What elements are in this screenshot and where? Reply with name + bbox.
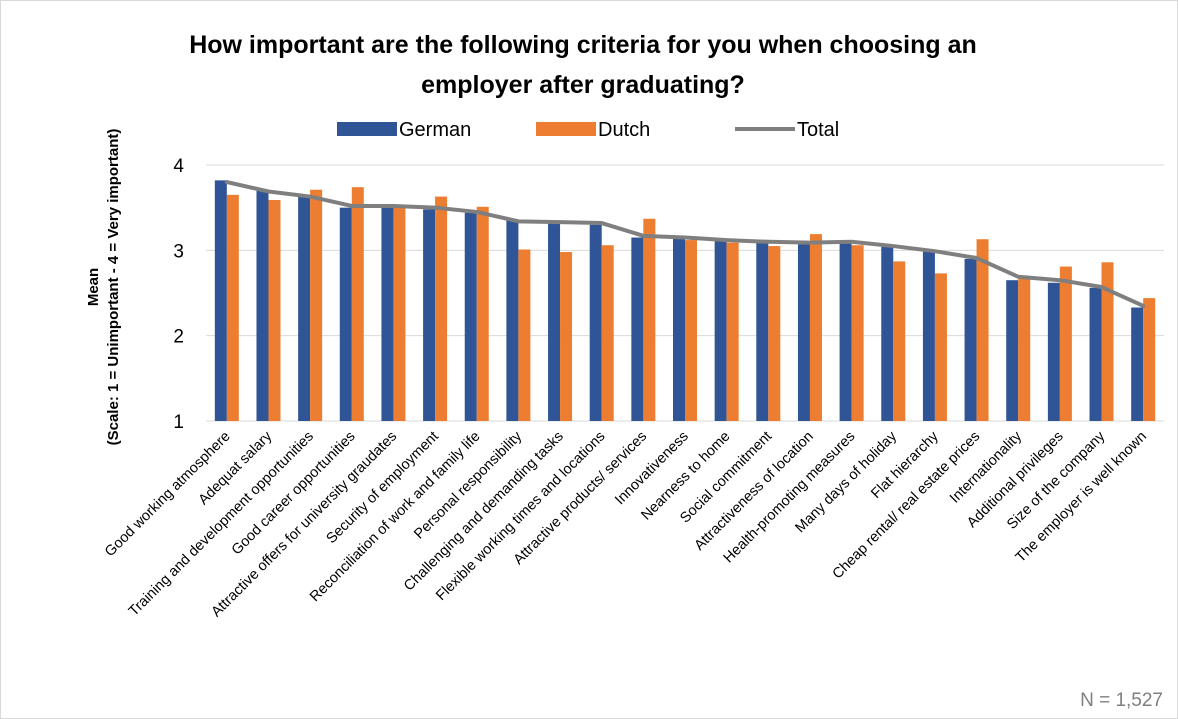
y-axis-title-line1: Mean	[85, 268, 102, 306]
chart-title-line1: How important are the following criteria…	[189, 31, 977, 59]
bar-dutch	[476, 206, 489, 421]
bar-german	[464, 212, 477, 421]
bar-dutch	[934, 273, 947, 421]
bar-german	[673, 237, 685, 421]
bar-german	[1047, 282, 1060, 421]
bar-german	[214, 180, 227, 421]
legend-swatch-dutch	[536, 122, 596, 136]
bar-dutch	[518, 249, 531, 421]
y-axis-ticks: 1 2 3 4	[173, 156, 184, 433]
bar-dutch	[268, 199, 281, 421]
bar-german	[756, 241, 769, 421]
bar-dutch	[726, 242, 739, 421]
bar-dutch	[685, 240, 697, 421]
bar-german	[631, 237, 644, 421]
bar-dutch	[768, 246, 781, 421]
legend-item-total: Total	[735, 119, 839, 141]
x-category-label: Internationality	[947, 428, 1026, 507]
bar-dutch	[976, 239, 989, 421]
bar-german	[922, 250, 935, 421]
total-line	[224, 180, 1146, 308]
legend: German Dutch Total	[337, 119, 839, 141]
bar-german	[548, 220, 561, 421]
bar-german	[714, 240, 727, 421]
bar-german	[1089, 287, 1102, 421]
chart-title-line2: employer after graduating?	[421, 71, 745, 99]
bar-dutch	[1143, 298, 1156, 421]
y-tick-label: 4	[173, 156, 184, 177]
bar-german	[797, 244, 810, 421]
x-category-label: Training and development opportunities	[126, 429, 317, 620]
bar-dutch	[560, 252, 573, 421]
bar-german	[881, 246, 894, 421]
bar-german	[1006, 280, 1019, 421]
bar-dutch	[601, 245, 614, 421]
y-tick-label: 3	[173, 241, 184, 262]
line-total	[224, 180, 1146, 308]
sample-size-note: N = 1,527	[1080, 690, 1163, 711]
bar-german	[298, 196, 311, 421]
bars	[214, 180, 1156, 421]
bar-dutch	[1059, 266, 1072, 421]
x-category-label: Innovativeness	[612, 429, 692, 509]
legend-item-german: German	[337, 119, 471, 141]
y-axis-title-line2: (Scale: 1 = Unimportant - 4 = Very impor…	[105, 129, 122, 446]
legend-label-total: Total	[797, 119, 839, 141]
bar-dutch	[435, 196, 448, 421]
legend-item-dutch: Dutch	[536, 119, 650, 141]
bar-dutch	[809, 234, 822, 421]
bar-dutch	[1018, 276, 1031, 421]
bar-german	[339, 207, 352, 421]
bar-dutch	[226, 194, 239, 421]
bar-dutch	[643, 218, 656, 421]
bar-german	[839, 240, 852, 421]
bar-dutch	[351, 187, 364, 421]
x-category-label: Adequat salary	[196, 428, 276, 508]
bar-dutch	[310, 189, 323, 421]
legend-label-german: German	[399, 119, 471, 141]
bar-german	[589, 224, 602, 421]
bar-dutch	[893, 261, 906, 421]
y-tick-label: 2	[173, 327, 184, 348]
y-axis-title: Mean (Scale: 1 = Unimportant - 4 = Very …	[85, 129, 122, 446]
bar-dutch	[851, 245, 864, 421]
bar-dutch	[1101, 262, 1114, 421]
bar-german	[506, 220, 519, 421]
bar-german	[381, 205, 394, 421]
legend-swatch-german	[337, 122, 397, 136]
bar-german	[256, 190, 269, 421]
bar-german	[964, 258, 977, 421]
bar-dutch	[393, 206, 406, 421]
bar-german	[423, 209, 436, 421]
y-tick-label: 1	[173, 412, 184, 433]
legend-label-dutch: Dutch	[598, 119, 650, 141]
bar-german	[1131, 307, 1144, 421]
